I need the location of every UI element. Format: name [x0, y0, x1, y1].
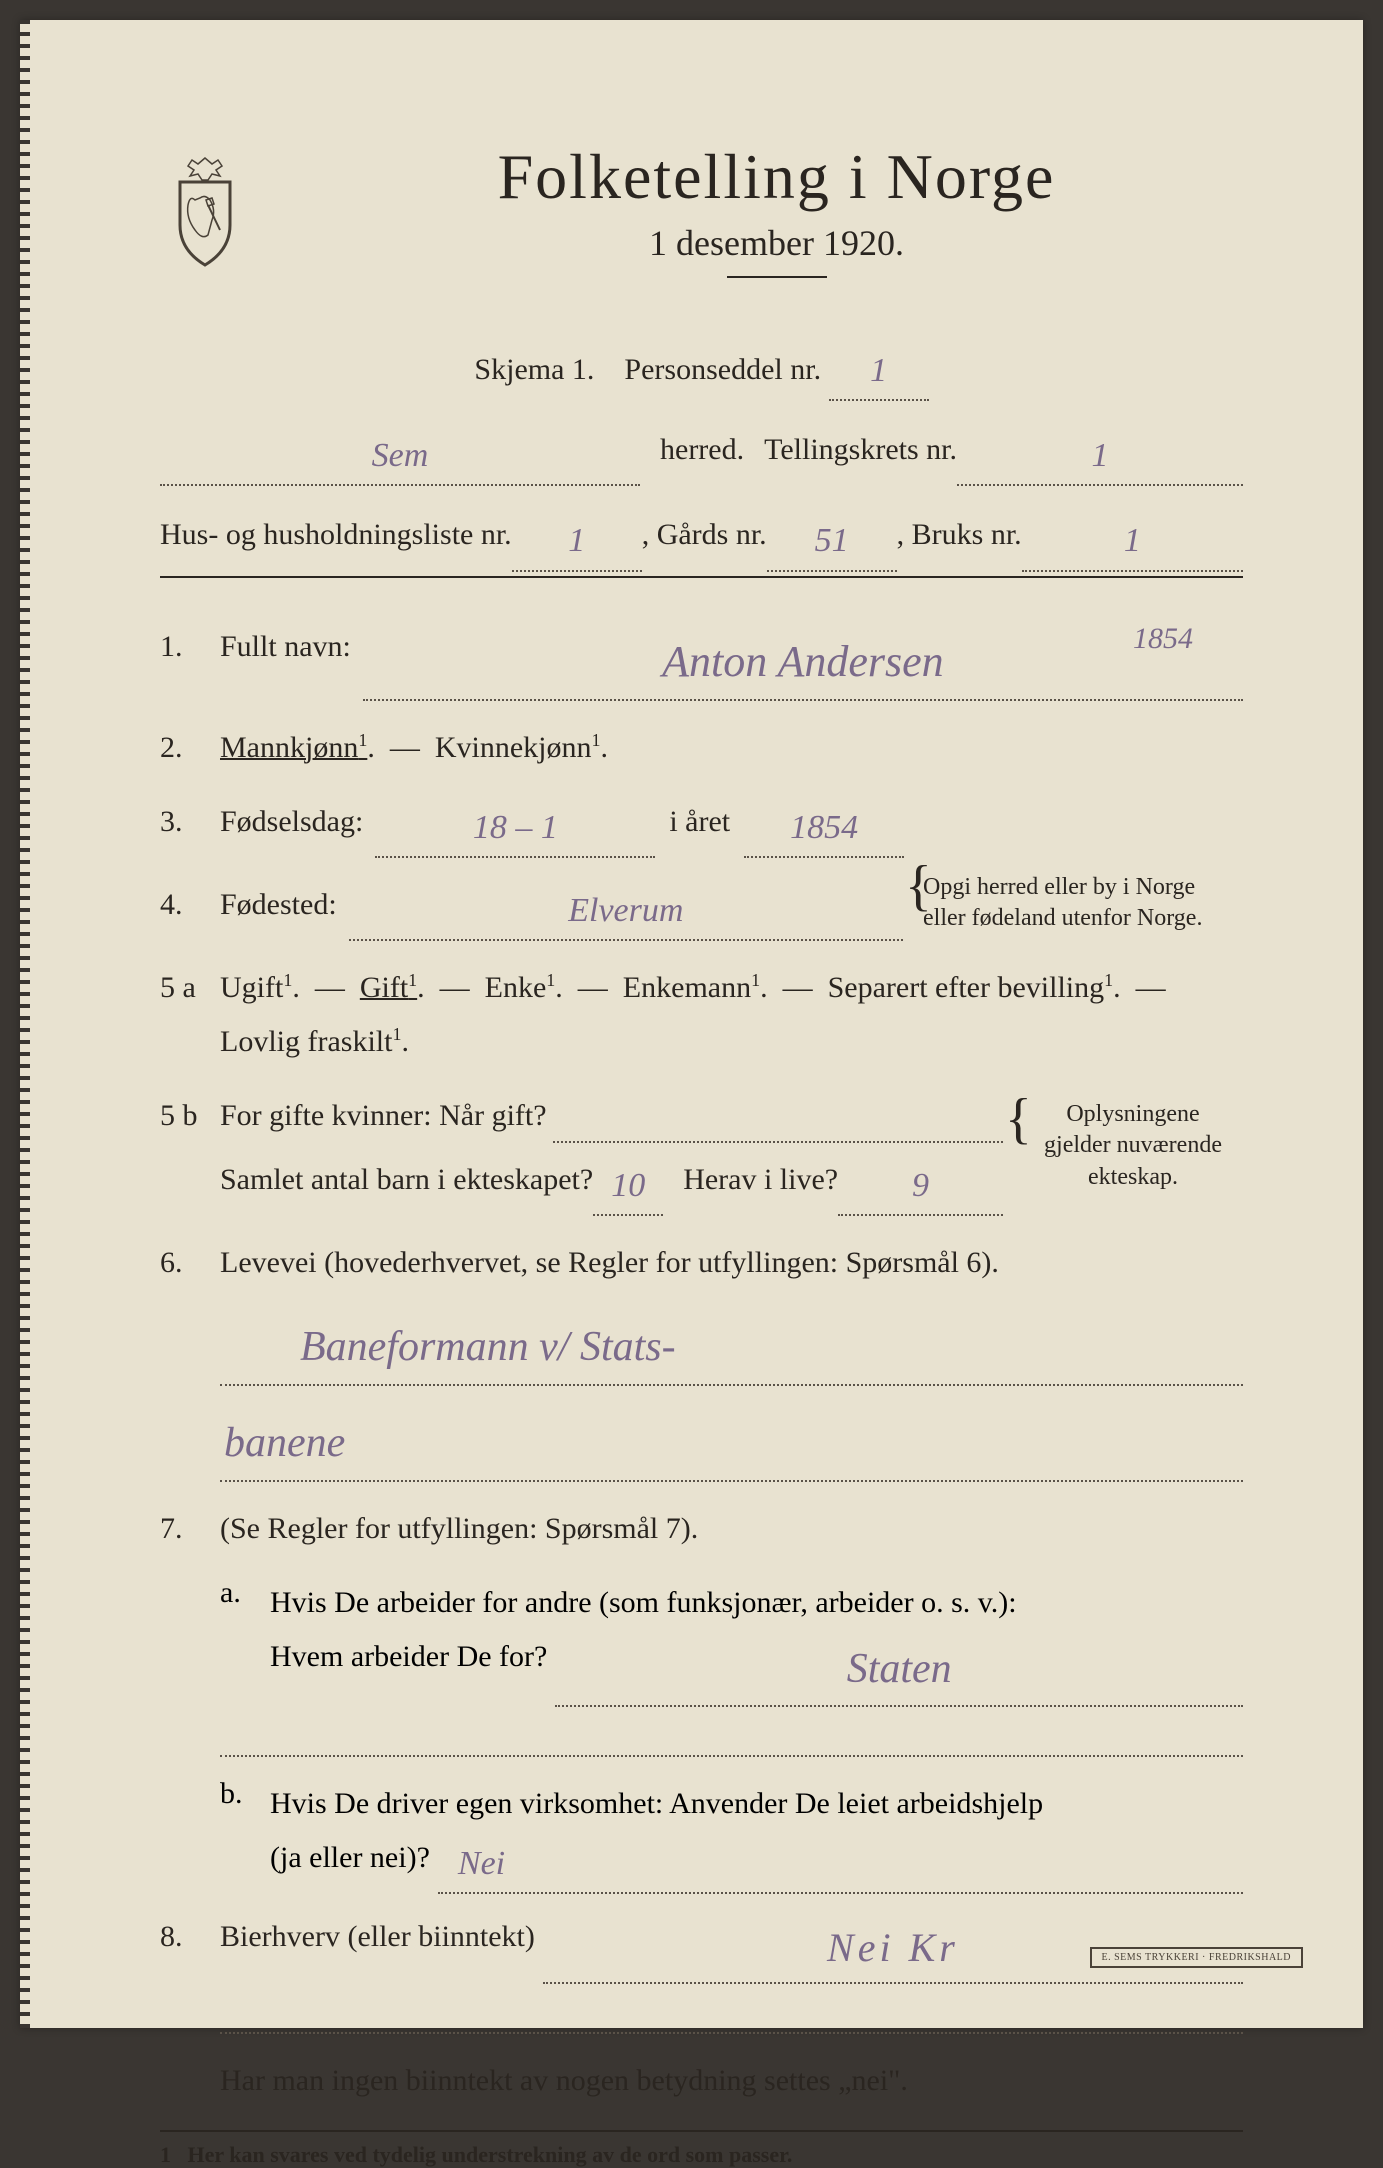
- q8-label: Bierhverv (eller biinntekt): [220, 1910, 535, 1984]
- q6-value-l1: Baneformann v/ Stats-: [300, 1324, 676, 1370]
- q2-num: 2.: [160, 721, 220, 775]
- q5b-l1-label: For gifte kvinner: Når gift?: [220, 1089, 547, 1143]
- q1-num: 1.: [160, 620, 220, 674]
- bruks-nr: 1: [1124, 522, 1141, 559]
- header: Folketelling i Norge 1 desember 1920.: [160, 140, 1243, 308]
- personseddel-label: Personseddel nr.: [624, 353, 821, 386]
- q5b-l2-value: 10: [611, 1167, 645, 1204]
- q7b-l2: (ja eller nei)?: [270, 1831, 430, 1894]
- printer-mark: E. SEMS TRYKKERI · FREDRIKSHALD: [1090, 1947, 1304, 1968]
- gards-label: , Gårds nr.: [642, 508, 767, 571]
- q5b-note-l2: gjelder nuværende: [1023, 1130, 1243, 1161]
- q6-value-l2: banene: [224, 1420, 345, 1466]
- q8-blank-line: [220, 2004, 1243, 2034]
- q7-num: 7.: [160, 1502, 220, 1556]
- tellingskrets-label: Tellingskrets nr.: [764, 423, 957, 486]
- q5a-opt0: Ugift1: [220, 971, 292, 1004]
- hus-line: Hus- og husholdningsliste nr. 1 , Gårds …: [160, 508, 1243, 577]
- q4: 4. Fødested: Elverum { Opgi herred eller…: [160, 878, 1243, 941]
- q1: 1. Fullt navn: Anton Andersen: [160, 620, 1243, 701]
- census-form-page: Folketelling i Norge 1 desember 1920. Sk…: [20, 20, 1363, 2028]
- q5b: 5 b For gifte kvinner: Når gift? Samlet …: [160, 1089, 1243, 1216]
- q5a-opt3: Enkemann1: [623, 971, 760, 1004]
- q5b-note-l1: Oplysningene: [1023, 1099, 1243, 1130]
- bottom-rule: 1 Her kan svares ved tydelig understrekn…: [160, 2130, 1243, 2168]
- q7: 7. (Se Regler for utfyllingen: Spørsmål …: [160, 1502, 1243, 1556]
- q7b-letter: b.: [220, 1777, 270, 1894]
- main-title: Folketelling i Norge: [310, 140, 1243, 214]
- herred-value: Sem: [372, 437, 429, 474]
- gards-nr: 51: [815, 522, 849, 559]
- q3-label: Fødselsdag:: [220, 795, 363, 858]
- q1-label: Fullt navn:: [220, 620, 351, 701]
- footnote: 1 Her kan svares ved tydelig understrekn…: [160, 2142, 1243, 2168]
- q5a: 5 a Ugift1. — Gift1. — Enke1. — Enkemann…: [160, 961, 1243, 1069]
- footnote-num: 1: [160, 2142, 171, 2167]
- footer-instruction: Har man ingen biinntekt av nogen betydni…: [220, 2054, 1243, 2108]
- q7a-letter: a.: [220, 1576, 270, 1708]
- q4-value: Elverum: [568, 892, 683, 929]
- bruks-label: , Bruks nr.: [897, 508, 1022, 571]
- q3: 3. Fødselsdag: 18 – 1 i året 1854: [160, 795, 1243, 858]
- q1-value: Anton Andersen: [662, 637, 944, 686]
- q8: 8. Bierhverv (eller biinntekt) Nei Kr: [160, 1910, 1243, 1984]
- q7a-value: Staten: [847, 1646, 952, 1692]
- q3-num: 3.: [160, 795, 220, 849]
- title-rule: [727, 276, 827, 278]
- q4-label: Fødested:: [220, 878, 337, 941]
- q7b: b. Hvis De driver egen virksomhet: Anven…: [220, 1777, 1243, 1894]
- q3-day-month: 18 – 1: [473, 809, 558, 846]
- q7b-l1: Hvis De driver egen virksomhet: Anvender…: [270, 1777, 1243, 1831]
- q6-label: Levevei (hovederhvervet, se Regler for u…: [220, 1246, 999, 1279]
- q5b-l2b-value: 9: [912, 1167, 929, 1204]
- q5b-note-l3: ekteskap.: [1023, 1162, 1243, 1193]
- schema-line: Skjema 1. Personseddel nr. 1: [160, 338, 1243, 401]
- q3-year-label: i året: [655, 795, 744, 858]
- coat-of-arms-icon: [160, 150, 250, 270]
- herred-line: Sem herred. Tellingskrets nr. 1: [160, 423, 1243, 486]
- hus-label: Hus- og husholdningsliste nr.: [160, 508, 512, 571]
- q3-margin-year: 1854: [1133, 622, 1193, 656]
- q7a-l2: Hvem arbeider De for?: [270, 1630, 547, 1708]
- q5a-num: 5 a: [160, 961, 220, 1015]
- q5b-l2-label: Samlet antal barn i ekteskapet?: [220, 1153, 593, 1216]
- q4-num: 4.: [160, 878, 220, 932]
- q7a: a. Hvis De arbeider for andre (som funks…: [220, 1576, 1243, 1708]
- q5a-tail: Lovlig fraskilt1: [220, 1025, 401, 1058]
- q7-label: (Se Regler for utfyllingen: Spørsmål 7).: [220, 1512, 698, 1545]
- q5a-opt2: Enke1: [485, 971, 556, 1004]
- title-block: Folketelling i Norge 1 desember 1920.: [310, 140, 1243, 308]
- q8-num: 8.: [160, 1910, 220, 1964]
- tellingskrets-nr: 1: [1092, 437, 1109, 474]
- q2-opt1: Mannkjønn1: [220, 731, 367, 764]
- q4-note-l1: Opgi herred eller by i Norge: [923, 872, 1243, 903]
- q7a-blank-line: [220, 1727, 1243, 1757]
- q2: 2. Mannkjønn1. — Kvinnekjønn1.: [160, 721, 1243, 775]
- q8-value: Nei Kr: [827, 1925, 959, 1970]
- hus-nr: 1: [568, 522, 585, 559]
- q2-opt2: Kvinnekjønn1: [435, 731, 601, 764]
- personseddel-nr: 1: [870, 352, 887, 389]
- q5b-l2b-label: Herav i live?: [663, 1153, 838, 1216]
- q6: 6. Levevei (hovederhvervet, se Regler fo…: [160, 1236, 1243, 1481]
- left-perforation: [20, 20, 30, 2028]
- q5b-num: 5 b: [160, 1089, 220, 1143]
- date-line: 1 desember 1920.: [310, 222, 1243, 264]
- q5a-opt4: Separert efter bevilling1: [828, 971, 1114, 1004]
- q6-num: 6.: [160, 1236, 220, 1290]
- schema-label: Skjema 1.: [474, 353, 594, 386]
- q5a-opt1: Gift1: [360, 971, 417, 1004]
- q7a-l1: Hvis De arbeider for andre (som funksjon…: [270, 1576, 1243, 1630]
- q3-year: 1854: [790, 809, 858, 846]
- q7b-value: Nei: [458, 1845, 505, 1882]
- footnote-text: Her kan svares ved tydelig understreknin…: [188, 2142, 793, 2167]
- q4-note-l2: eller fødeland utenfor Norge.: [923, 903, 1243, 934]
- herred-label: herred.: [640, 423, 764, 486]
